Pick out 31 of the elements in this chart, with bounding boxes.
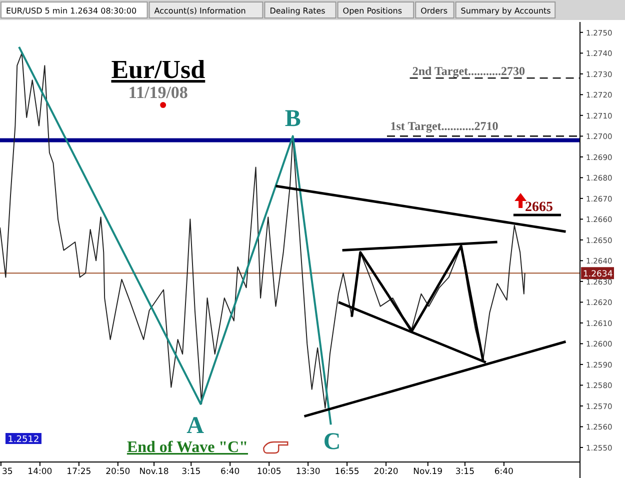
x-tick-label: 17:25 [66,467,92,477]
text: EUR/USD 5 min 1.2634 08:30:00 [6,6,137,16]
text: Orders [420,6,448,16]
x-tick-label: 16:55 [334,467,360,477]
annotation: End of Wave "C" [126,439,248,456]
x-tick-label: 10:05 [256,467,282,477]
text: Account(s) Information [154,6,246,16]
x-tick-label: 3:15 [455,467,474,477]
text: Summary by Accounts [460,6,551,16]
annotation: 2nd Target...........2730 [412,64,526,78]
x-tick-label: Nov.19 [413,467,443,477]
x-tick-label: Nov.18 [139,467,169,477]
x-tick-label: 3:15 [182,467,201,477]
x-tick-label: 20:50 [106,467,130,477]
annotation: C [323,429,341,455]
text: Dealing Rates [270,6,326,16]
x-tick-label: 35 [2,467,13,477]
annotation: B [284,106,301,132]
ref-line-label: 1.2634 [583,270,613,280]
text: Eur/Usd [111,55,206,84]
text: 11/19/08 [128,83,188,102]
annotation: 2665 [524,200,553,215]
x-tick-label: 6:40 [220,467,240,477]
text: Open Positions [342,6,402,16]
x-tick-label: 14:00 [28,467,52,477]
annotation: 1st Target...........2710 [390,119,498,133]
x-tick-label: 6:40 [494,467,514,477]
annotation: A [186,413,205,439]
x-tick-label: 20:20 [374,467,398,477]
x-tick-label: 13:30 [296,467,320,477]
annotation: 1.2512 [8,435,40,445]
